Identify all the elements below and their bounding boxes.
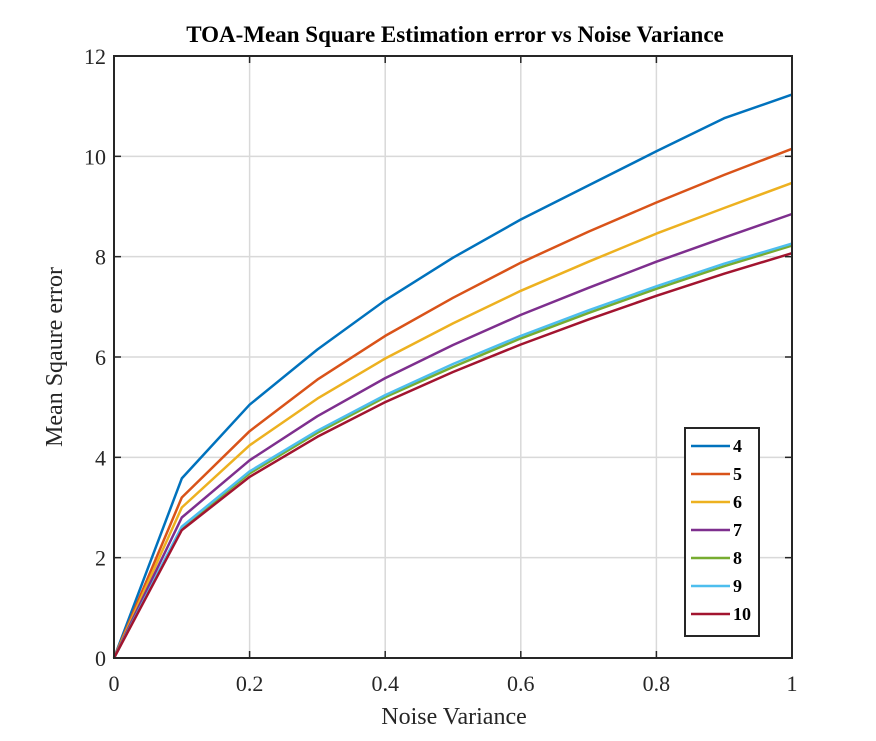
x-tick-label: 1 — [787, 671, 798, 696]
x-axis-label: Noise Variance — [381, 704, 527, 730]
y-tick-label: 2 — [95, 546, 106, 571]
legend-label: 10 — [733, 604, 751, 624]
y-tick-label: 12 — [84, 44, 106, 69]
legend: 4 5 6 7 8 9 10 — [684, 427, 760, 637]
legend-label: 8 — [733, 548, 742, 568]
y-axis-ticks: 0 2 4 6 8 10 12 — [84, 44, 792, 671]
series-line-7 — [112, 212, 793, 659]
y-tick-label: 8 — [95, 245, 106, 270]
x-axis-ticks: 0 0.2 0.4 0.6 0.8 1 — [109, 56, 798, 696]
legend-label: 6 — [733, 492, 742, 512]
series-line-9 — [112, 242, 793, 659]
legend-label: 5 — [733, 464, 742, 484]
legend-label: 7 — [733, 520, 742, 540]
grid — [114, 56, 792, 658]
y-axis-label: Mean Sqaure error — [42, 267, 68, 447]
x-tick-label: 0.4 — [371, 671, 399, 696]
chart-title: TOA-Mean Square Estimation error vs Nois… — [186, 22, 724, 47]
y-tick-label: 0 — [95, 646, 106, 671]
series-line-10 — [112, 252, 793, 659]
y-tick-label: 4 — [95, 445, 106, 470]
x-tick-label: 0.2 — [236, 671, 264, 696]
x-tick-label: 0.6 — [507, 671, 535, 696]
legend-label: 9 — [733, 576, 742, 596]
x-tick-label: 0.8 — [643, 671, 671, 696]
y-tick-label: 6 — [95, 345, 106, 370]
x-tick-label: 0 — [109, 671, 120, 696]
series-line-6 — [112, 181, 793, 659]
series-line-5 — [112, 147, 793, 659]
legend-label: 4 — [733, 436, 742, 456]
y-tick-label: 10 — [84, 144, 106, 169]
series-line-8 — [112, 244, 793, 659]
series-layer — [112, 93, 793, 659]
legend-box — [684, 427, 760, 637]
series-line-4 — [112, 93, 793, 659]
